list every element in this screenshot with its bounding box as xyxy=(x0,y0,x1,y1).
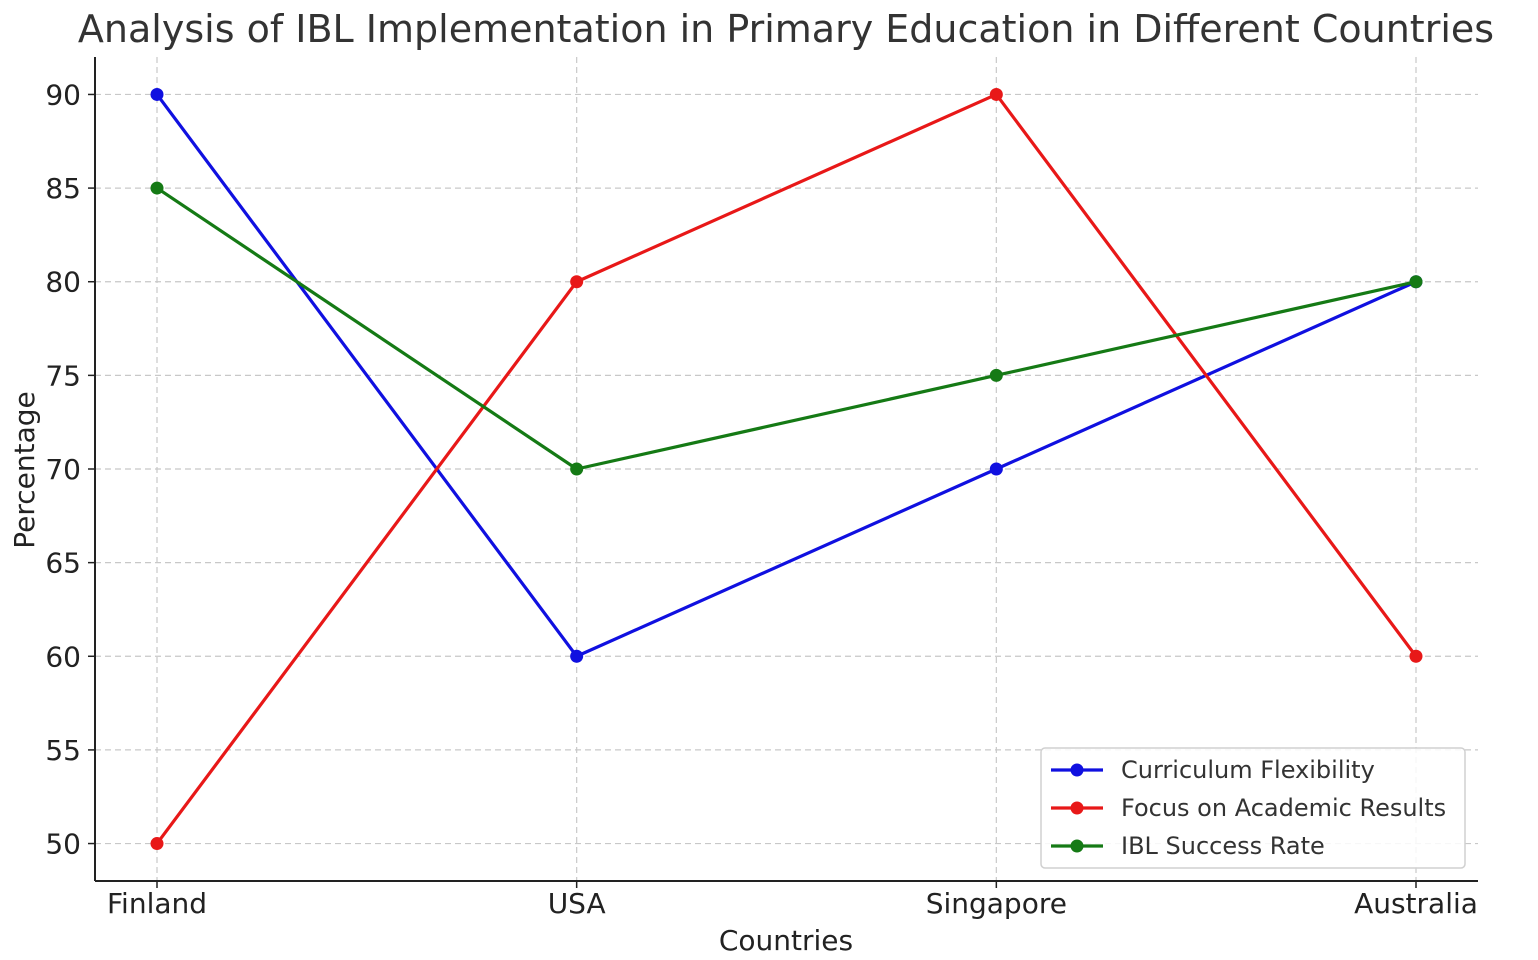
series-line xyxy=(156,186,1417,471)
y-tick-label: 55 xyxy=(45,734,81,767)
y-tick-label: 75 xyxy=(45,359,81,392)
legend-swatch-marker xyxy=(1070,839,1084,853)
y-axis-label: Percentage xyxy=(8,391,41,549)
legend: Curriculum Flexibility Focus on Academic … xyxy=(1040,747,1466,869)
legend-swatch-marker xyxy=(1070,801,1084,815)
y-tick-label: 85 xyxy=(45,172,81,205)
data-point xyxy=(570,462,584,476)
chart-title: Analysis of IBL Implementation in Primar… xyxy=(78,7,1494,51)
y-tick-label: 80 xyxy=(45,266,81,299)
y-tick-label: 70 xyxy=(45,453,81,486)
y-tick-label: 65 xyxy=(45,547,81,580)
y-tick-label: 90 xyxy=(45,78,81,111)
legend-label: Focus on Academic Results xyxy=(1121,794,1446,822)
x-tick-label: Australia xyxy=(1354,887,1478,920)
data-point xyxy=(150,181,164,195)
y-tick-label: 60 xyxy=(45,640,81,673)
legend-box xyxy=(1040,747,1466,869)
y-axis-ticks: 50 55 60 65 70 75 80 85 90 xyxy=(45,78,95,861)
x-tick-label: USA xyxy=(548,887,606,920)
y-tick-label: 50 xyxy=(45,828,81,861)
data-point xyxy=(150,87,164,101)
data-point xyxy=(1409,649,1423,663)
legend-label: Curriculum Flexibility xyxy=(1121,756,1375,784)
legend-label: IBL Success Rate xyxy=(1121,832,1325,860)
data-point xyxy=(150,837,164,851)
x-tick-label: Finland xyxy=(107,887,207,920)
data-point xyxy=(570,275,584,289)
x-axis-ticks: Finland USA Singapore Australia xyxy=(107,881,1478,920)
series-ibl-success-rate xyxy=(150,181,1423,476)
x-axis-label: Countries xyxy=(719,924,853,957)
series-focus-on-academic-results xyxy=(150,87,1423,851)
data-point xyxy=(989,368,1003,382)
data-point xyxy=(989,87,1003,101)
data-point xyxy=(570,649,584,663)
x-tick-label: Singapore xyxy=(926,887,1067,920)
series-line xyxy=(155,92,1418,845)
series-lines xyxy=(150,87,1423,851)
data-point xyxy=(989,462,1003,476)
legend-swatch-marker xyxy=(1070,763,1084,777)
data-point xyxy=(1409,275,1423,289)
